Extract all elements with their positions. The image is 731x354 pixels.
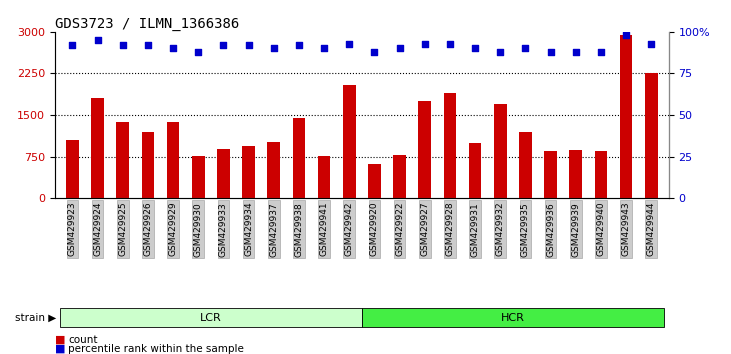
Bar xyxy=(192,156,205,198)
Bar xyxy=(393,155,406,198)
Bar xyxy=(167,122,179,198)
Point xyxy=(570,49,582,55)
Point xyxy=(344,41,355,46)
Bar xyxy=(418,101,431,198)
Text: GSM429935: GSM429935 xyxy=(521,202,530,257)
Point xyxy=(494,49,506,55)
Text: percentile rank within the sample: percentile rank within the sample xyxy=(68,344,244,354)
Point xyxy=(142,42,154,48)
Point xyxy=(645,41,657,46)
Text: strain ▶: strain ▶ xyxy=(15,313,56,323)
Point xyxy=(268,46,280,51)
Point xyxy=(318,46,330,51)
Bar xyxy=(368,164,381,198)
Point xyxy=(545,49,556,55)
Text: GSM429941: GSM429941 xyxy=(319,202,329,256)
Text: GSM429934: GSM429934 xyxy=(244,202,253,256)
Point xyxy=(520,46,531,51)
Bar xyxy=(343,85,355,198)
Point xyxy=(394,46,406,51)
Bar xyxy=(116,122,129,198)
Text: GSM429931: GSM429931 xyxy=(471,202,480,257)
Text: GSM429930: GSM429930 xyxy=(194,202,202,257)
Bar xyxy=(545,151,557,198)
Text: GSM429928: GSM429928 xyxy=(445,202,455,256)
Point xyxy=(595,49,607,55)
Point xyxy=(419,41,431,46)
Point xyxy=(293,42,305,48)
Text: ■: ■ xyxy=(55,344,65,354)
Point xyxy=(444,41,455,46)
Text: GSM429927: GSM429927 xyxy=(420,202,429,256)
Point xyxy=(92,37,104,43)
Text: GSM429938: GSM429938 xyxy=(295,202,303,257)
Text: GSM429939: GSM429939 xyxy=(571,202,580,257)
Text: GSM429925: GSM429925 xyxy=(118,202,127,256)
Bar xyxy=(469,143,482,198)
Bar xyxy=(620,35,632,198)
Text: GDS3723 / ILMN_1366386: GDS3723 / ILMN_1366386 xyxy=(55,17,239,31)
Text: HCR: HCR xyxy=(501,313,525,323)
Point xyxy=(469,46,481,51)
Point xyxy=(620,32,632,38)
Bar xyxy=(292,118,306,198)
Text: LCR: LCR xyxy=(200,313,221,323)
Text: GSM429943: GSM429943 xyxy=(621,202,631,256)
Point xyxy=(117,42,129,48)
Bar xyxy=(268,142,280,198)
Text: GSM429922: GSM429922 xyxy=(395,202,404,256)
Text: GSM429933: GSM429933 xyxy=(219,202,228,257)
Point xyxy=(67,42,78,48)
Bar xyxy=(494,104,507,198)
Bar xyxy=(242,145,255,198)
Text: GSM429924: GSM429924 xyxy=(93,202,102,256)
Point xyxy=(243,42,254,48)
Point xyxy=(192,49,204,55)
Text: GSM429940: GSM429940 xyxy=(596,202,605,256)
Point xyxy=(167,46,179,51)
Text: GSM429936: GSM429936 xyxy=(546,202,555,257)
Text: count: count xyxy=(68,335,97,345)
Text: GSM429929: GSM429929 xyxy=(169,202,178,256)
Point xyxy=(368,49,380,55)
Text: ■: ■ xyxy=(55,335,65,345)
Text: GSM429920: GSM429920 xyxy=(370,202,379,256)
Bar xyxy=(594,151,607,198)
Text: GSM429932: GSM429932 xyxy=(496,202,505,256)
Bar xyxy=(66,140,79,198)
Bar xyxy=(142,132,154,198)
Bar xyxy=(569,150,582,198)
Text: GSM429926: GSM429926 xyxy=(143,202,153,256)
Bar xyxy=(217,149,230,198)
Text: GSM429937: GSM429937 xyxy=(269,202,279,257)
Bar xyxy=(91,98,104,198)
Text: GSM429923: GSM429923 xyxy=(68,202,77,256)
Text: GSM429944: GSM429944 xyxy=(647,202,656,256)
Bar xyxy=(318,156,330,198)
Bar xyxy=(444,93,456,198)
Bar xyxy=(519,132,531,198)
Point xyxy=(218,42,230,48)
Text: GSM429942: GSM429942 xyxy=(345,202,354,256)
Bar xyxy=(645,74,658,198)
